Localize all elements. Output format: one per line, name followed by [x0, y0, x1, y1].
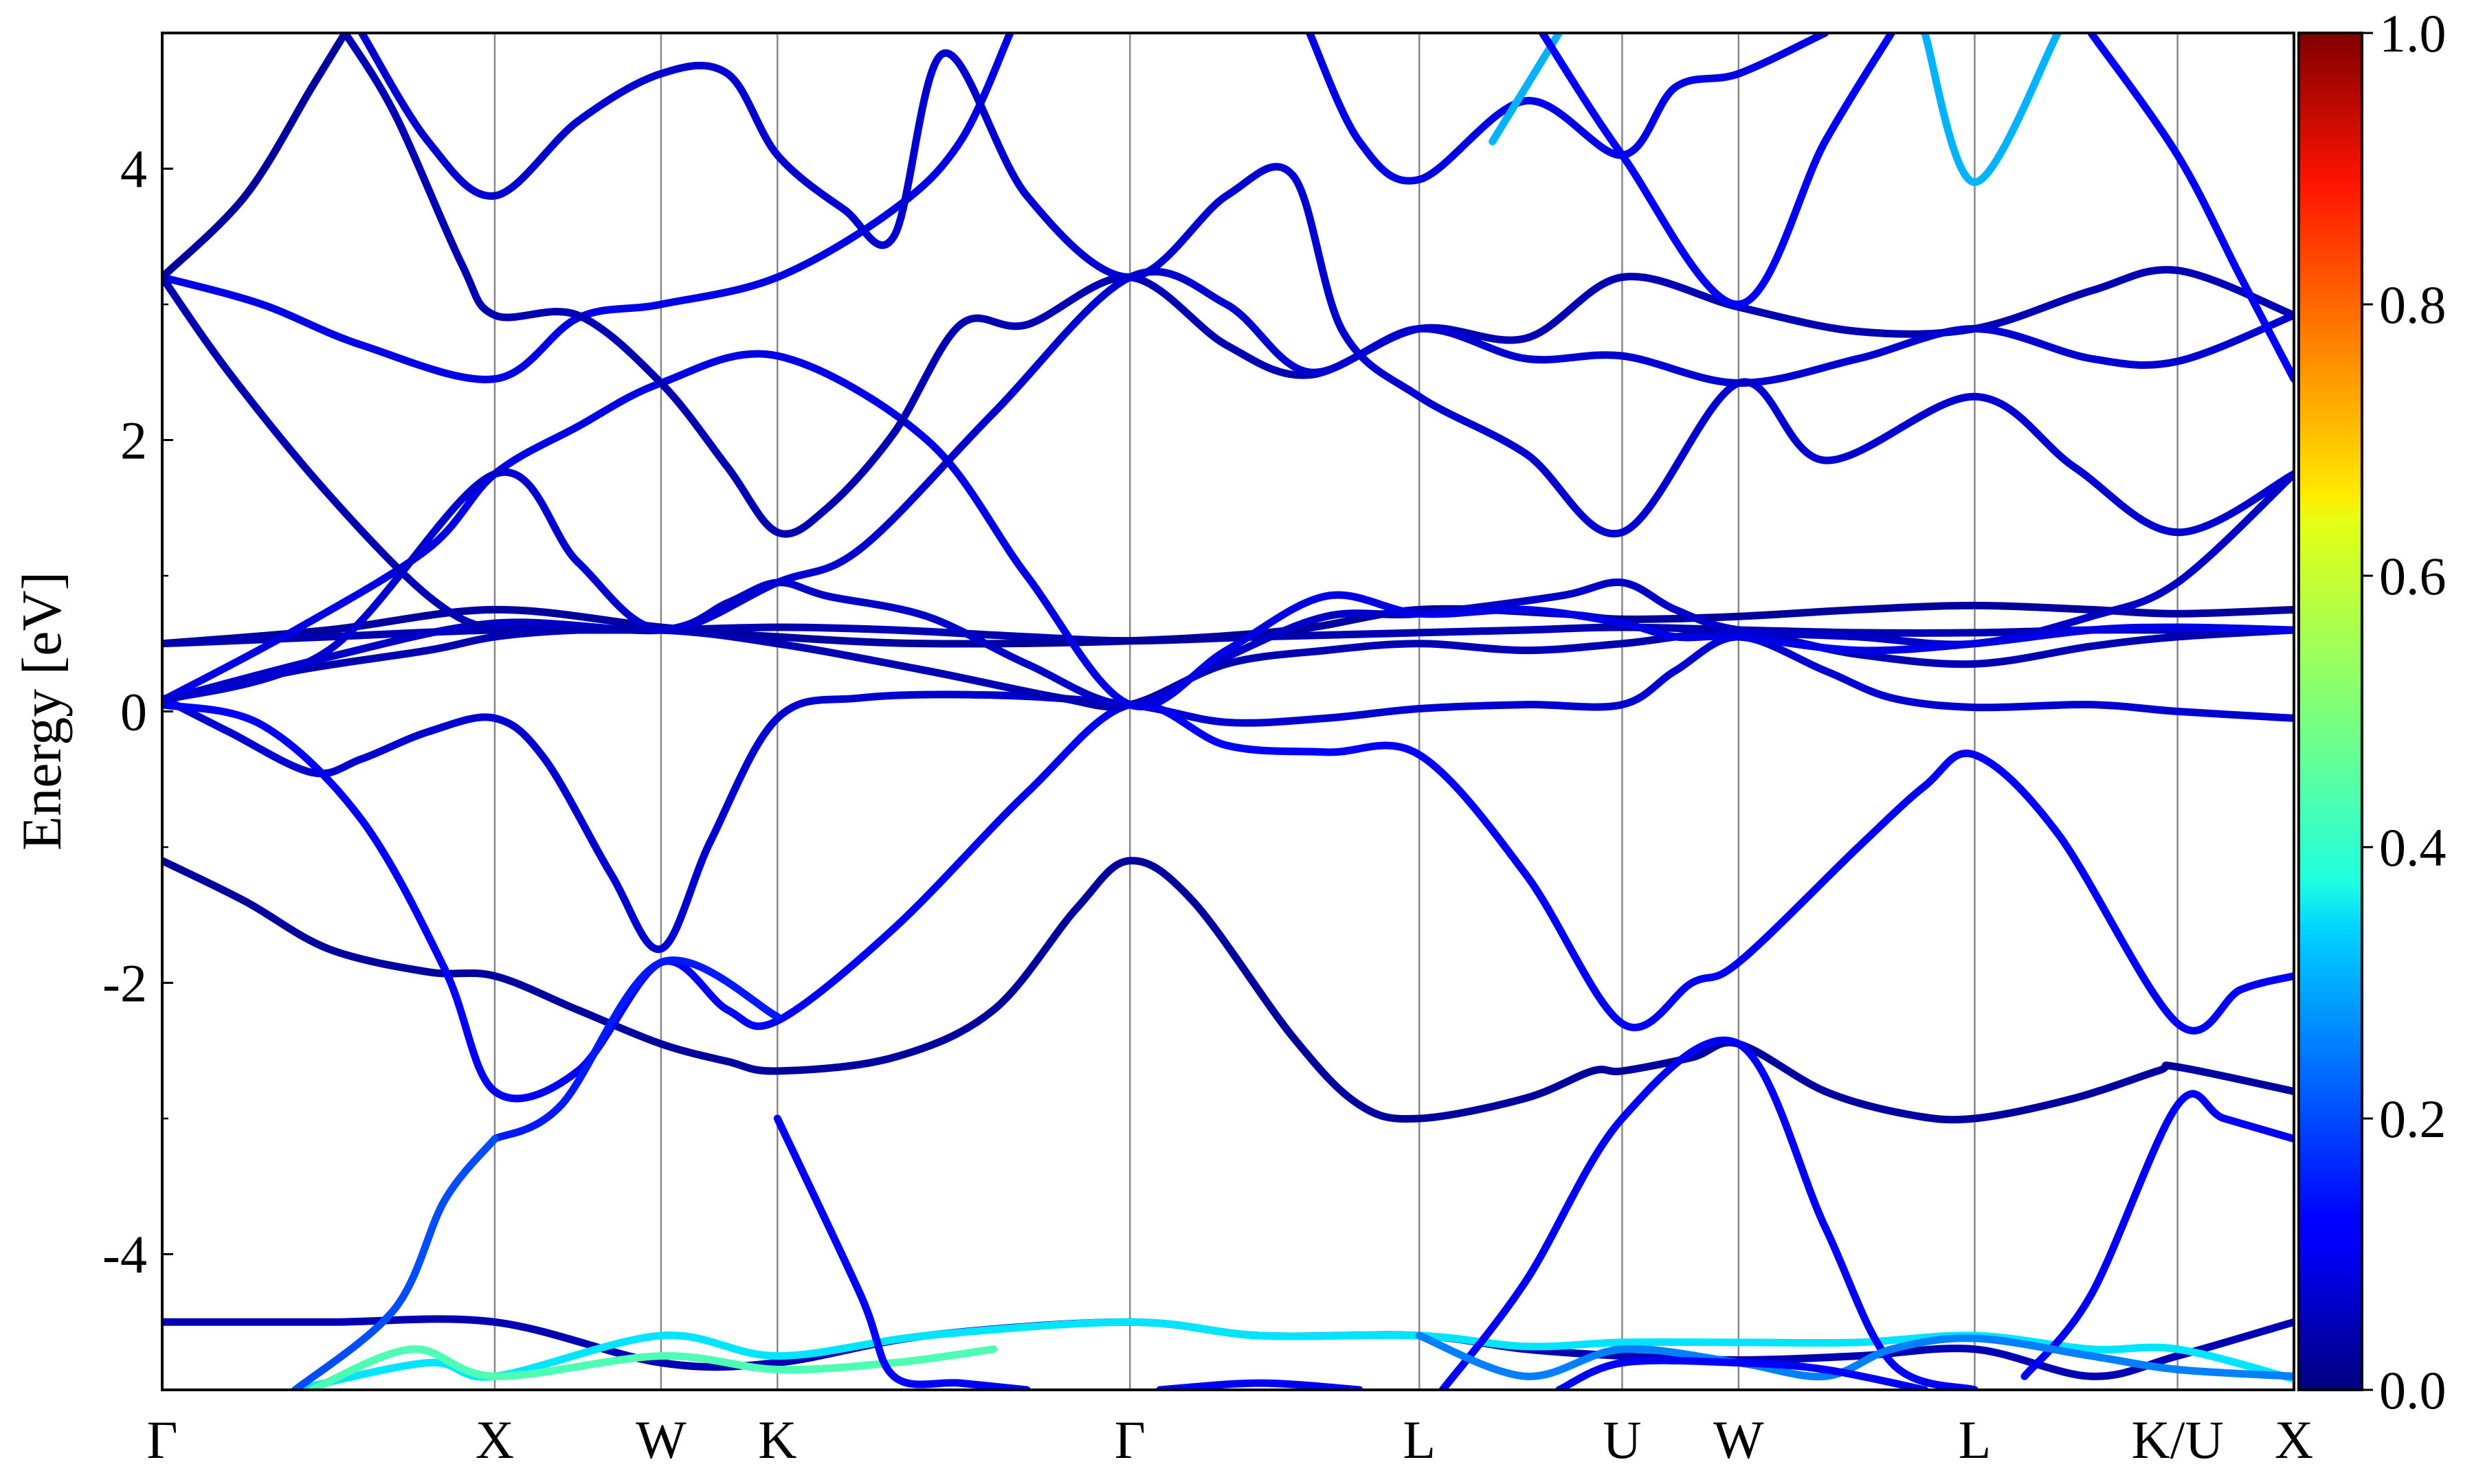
band-lines [162, 33, 2294, 1390]
x-tick-label: L [1403, 1410, 1436, 1470]
band-line [162, 699, 2294, 1103]
band-line [341, 33, 2294, 538]
x-tick-label: X [2275, 1410, 2313, 1470]
band-line [357, 33, 2294, 538]
band-line [308, 1345, 998, 1390]
x-tick-label: X [476, 1410, 514, 1470]
band-line [1156, 1379, 1363, 1390]
colorbar-tick-label: 0.4 [2379, 818, 2447, 877]
band-line [162, 601, 2294, 648]
band-line [1538, 33, 1895, 308]
x-tick-label: U [1603, 1410, 1641, 1470]
y-tick-label: 4 [120, 139, 147, 199]
x-tick-label: K [758, 1410, 796, 1470]
y-tick-label: -2 [102, 954, 147, 1013]
band-line [162, 267, 2294, 705]
colorbar-ticks: 1.0 0.8 0.6 0.4 0.2 0.0 [2362, 3, 2447, 1420]
colorbar-gradient [2297, 32, 2363, 1391]
x-tick-label: Γ [1115, 1410, 1146, 1470]
band-line [162, 857, 2294, 1124]
x-tick-label: Γ [146, 1410, 177, 1470]
band-line [162, 273, 665, 637]
y-tick-label: -4 [102, 1225, 147, 1285]
band-line [2020, 1090, 2294, 1380]
y-tick-label: 2 [120, 411, 147, 471]
y-tick-label: 0 [120, 682, 147, 742]
x-tick-label: K/U [2131, 1410, 2223, 1470]
x-axis: Γ X W K Γ L U W L K/U X [146, 1410, 2313, 1470]
band-line [162, 33, 1014, 383]
band-line [1555, 1356, 1929, 1390]
band-line [773, 1114, 1031, 1390]
x-tick-label: L [1959, 1410, 1992, 1470]
band-line [162, 350, 2294, 710]
y-axis-label: Energy [eV] [10, 572, 73, 851]
band-line [291, 1135, 499, 1390]
band-line [1921, 33, 2062, 186]
colorbar-tick-label: 0.2 [2379, 1089, 2447, 1149]
colorbar: 1.0 0.8 0.6 0.4 0.2 0.0 [2297, 3, 2447, 1420]
colorbar-tick-label: 1.0 [2379, 3, 2447, 63]
band-line [1489, 33, 1563, 146]
band-line [1306, 33, 1829, 185]
colorbar-tick-label: 0.8 [2379, 275, 2447, 335]
high-symmetry-lines [493, 33, 2178, 1390]
band-line [1415, 1331, 2294, 1381]
x-tick-label: W [636, 1410, 687, 1470]
colorbar-tick-label: 0.6 [2379, 546, 2447, 606]
band-line [1438, 1036, 1979, 1390]
band-line [162, 33, 349, 281]
x-tick-label: W [1713, 1410, 1764, 1470]
colorbar-tick-label: 0.0 [2379, 1360, 2447, 1420]
band-line [2087, 33, 2294, 383]
band-line [491, 956, 781, 1143]
y-axis: 4 2 0 -2 -4 [102, 139, 173, 1285]
